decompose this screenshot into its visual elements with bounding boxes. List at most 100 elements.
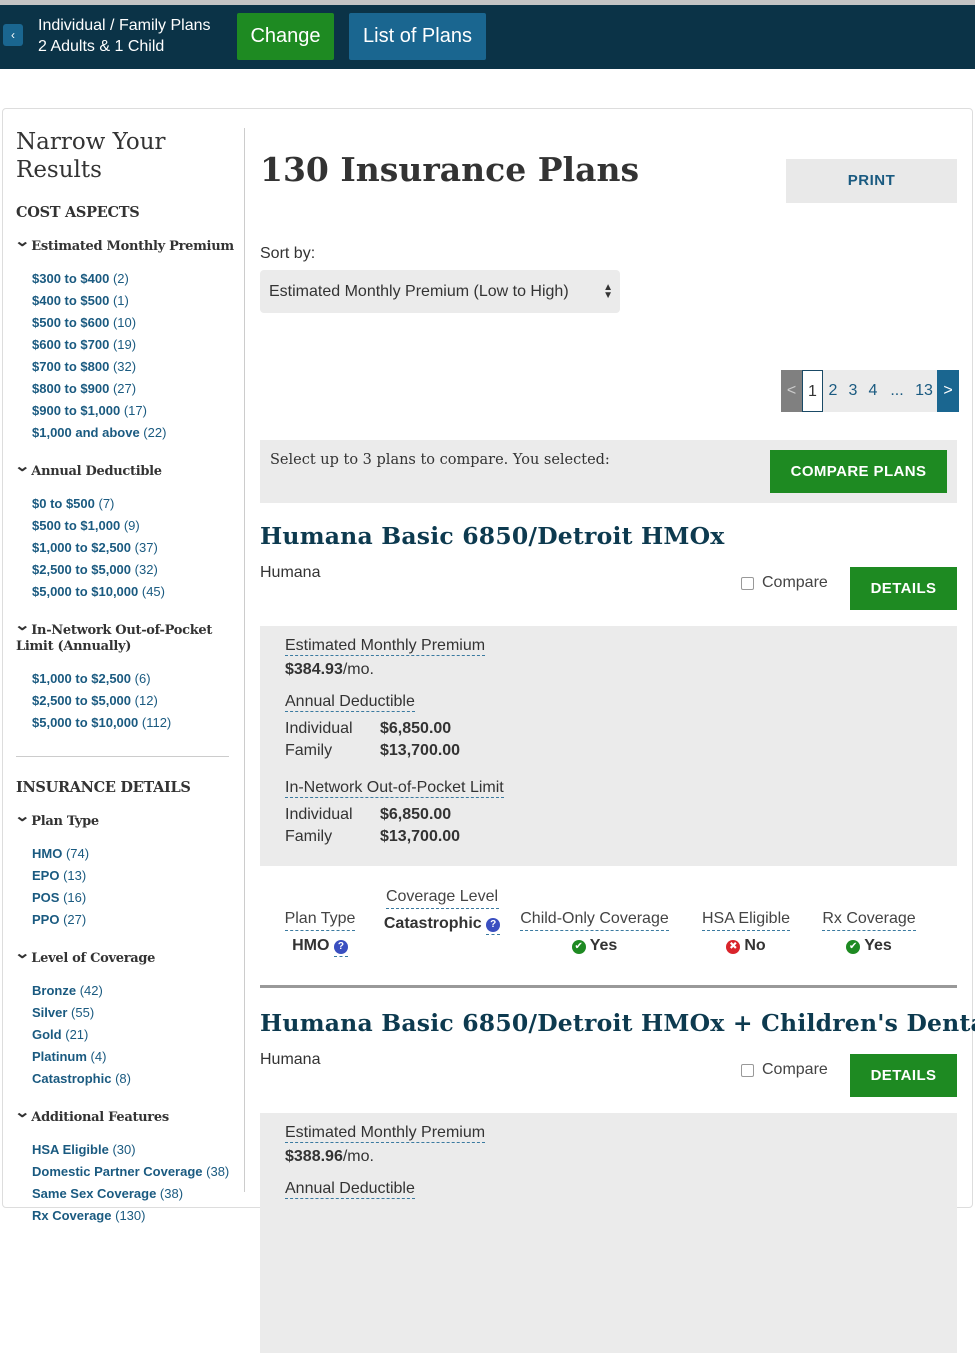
filter-option-label[interactable]: $300 to $400 xyxy=(32,271,110,286)
list-of-plans-button[interactable]: List of Plans xyxy=(349,13,486,60)
premium-label[interactable]: Estimated Monthly Premium xyxy=(285,1124,486,1143)
page-13[interactable]: 13 xyxy=(915,382,933,399)
filter-option-label[interactable]: $900 to $1,000 xyxy=(32,403,121,418)
filter-option[interactable]: $1,000 and above (22) xyxy=(32,422,244,444)
filter-option-label[interactable]: $1,000 to $2,500 xyxy=(32,540,132,555)
next-page-button[interactable]: > xyxy=(937,370,959,412)
filter-option-label[interactable]: Gold xyxy=(32,1027,62,1042)
filter-option[interactable]: $500 to $1,000 (9) xyxy=(32,515,244,537)
filter-option[interactable]: Same Sex Coverage (38) xyxy=(32,1183,244,1205)
page-1[interactable]: 1 xyxy=(802,370,823,412)
filter-option[interactable]: PPO (27) xyxy=(32,909,244,931)
filter-option[interactable]: $2,500 to $5,000 (32) xyxy=(32,559,244,581)
filter-option-label[interactable]: Silver xyxy=(32,1005,68,1020)
filter-option[interactable]: POS (16) xyxy=(32,887,244,909)
checkbox-icon[interactable] xyxy=(741,576,754,590)
filter-group-toggle[interactable]: ⌄Plan Type xyxy=(14,808,244,830)
filter-option-label[interactable]: $1,000 and above xyxy=(32,425,140,440)
compare-checkbox[interactable]: Compare xyxy=(741,574,828,592)
filter-option[interactable]: $1,000 to $2,500 (37) xyxy=(32,537,244,559)
compare-bar: Select up to 3 plans to compare. You sel… xyxy=(260,440,957,503)
filter-option-label[interactable]: HMO xyxy=(32,846,63,861)
filter-group-toggle[interactable]: ⌄Additional Features xyxy=(14,1104,244,1126)
filter-option[interactable]: $5,000 to $10,000 (45) xyxy=(32,581,244,603)
filter-option[interactable]: Silver (55) xyxy=(32,1002,244,1024)
filter-option[interactable]: HMO (74) xyxy=(32,843,244,865)
filter-option-label[interactable]: POS xyxy=(32,890,60,905)
page-4[interactable]: 4 xyxy=(868,382,878,399)
filter-option-label[interactable]: PPO xyxy=(32,912,60,927)
filter-option-label[interactable]: Catastrophic xyxy=(32,1071,112,1086)
filter-option-label[interactable]: $2,500 to $5,000 xyxy=(32,693,132,708)
filter-option[interactable]: $2,500 to $5,000 (12) xyxy=(32,690,244,712)
filter-group-toggle[interactable]: ⌄Level of Coverage xyxy=(14,945,244,967)
plan-name[interactable]: Humana Basic 6850/Detroit HMOx xyxy=(260,522,725,550)
filter-option[interactable]: $600 to $700 (19) xyxy=(32,334,244,356)
coverage-level-label[interactable]: Coverage Level xyxy=(385,886,499,909)
filter-option-label[interactable]: $2,500 to $5,000 xyxy=(32,562,132,577)
filter-group-toggle[interactable]: ⌄In-Network Out-of-Pocket Limit (Annuall… xyxy=(14,617,244,655)
filter-option[interactable]: Catastrophic (8) xyxy=(32,1068,244,1090)
rx-label[interactable]: Rx Coverage xyxy=(822,908,916,931)
filter-option[interactable]: $900 to $1,000 (17) xyxy=(32,400,244,422)
filter-option-label[interactable]: Rx Coverage xyxy=(32,1208,112,1223)
change-button[interactable]: Change xyxy=(237,13,334,60)
filter-option-label[interactable]: Domestic Partner Coverage xyxy=(32,1164,203,1179)
filter-option[interactable]: EPO (13) xyxy=(32,865,244,887)
filter-option[interactable]: $400 to $500 (1) xyxy=(32,290,244,312)
details-button[interactable]: DETAILS xyxy=(850,1054,957,1097)
filter-option[interactable]: HSA Eligible (30) xyxy=(32,1139,244,1161)
print-button[interactable]: PRINT xyxy=(786,159,957,203)
filter-option[interactable]: $700 to $800 (32) xyxy=(32,356,244,378)
filter-option[interactable]: $300 to $400 (2) xyxy=(32,268,244,290)
filter-option-label[interactable]: Bronze xyxy=(32,983,77,998)
filter-option[interactable]: Platinum (4) xyxy=(32,1046,244,1068)
filter-option[interactable]: $5,000 to $10,000 (112) xyxy=(32,712,244,734)
filter-option[interactable]: $0 to $500 (7) xyxy=(32,493,244,515)
page-3[interactable]: 3 xyxy=(848,382,858,399)
child-only-label[interactable]: Child-Only Coverage xyxy=(520,908,669,931)
checkbox-icon[interactable] xyxy=(741,1063,754,1077)
filter-option-label[interactable]: $500 to $1,000 xyxy=(32,518,121,533)
filter-option[interactable]: Gold (21) xyxy=(32,1024,244,1046)
details-button[interactable]: DETAILS xyxy=(850,567,957,610)
filter-option-label[interactable]: EPO xyxy=(32,868,60,883)
filter-option[interactable]: $800 to $900 (27) xyxy=(32,378,244,400)
premium-label[interactable]: Estimated Monthly Premium xyxy=(285,637,486,656)
filter-option-label[interactable]: $0 to $500 xyxy=(32,496,95,511)
filter-option[interactable]: Bronze (42) xyxy=(32,980,244,1002)
filter-option-label[interactable]: HSA Eligible xyxy=(32,1142,109,1157)
premium-amount: $388.96 xyxy=(285,1148,343,1165)
check-circle-icon: ✔ xyxy=(846,940,861,954)
filter-group-toggle[interactable]: ⌄Estimated Monthly Premium xyxy=(14,233,244,255)
filter-option-label[interactable]: $5,000 to $10,000 xyxy=(32,584,139,599)
plan-type-label[interactable]: Plan Type xyxy=(284,908,356,931)
filter-option-label[interactable]: $600 to $700 xyxy=(32,337,110,352)
oop-label[interactable]: In-Network Out-of-Pocket Limit xyxy=(285,779,504,798)
filter-option-label[interactable]: $400 to $500 xyxy=(32,293,110,308)
filter-option-label[interactable]: $800 to $900 xyxy=(32,381,110,396)
help-icon[interactable]: ? xyxy=(333,940,348,954)
filter-option[interactable]: $1,000 to $2,500 (6) xyxy=(32,668,244,690)
sort-select[interactable]: Estimated Monthly Premium (Low to High) … xyxy=(260,270,620,313)
deductible-label[interactable]: Annual Deductible xyxy=(285,1180,415,1199)
filter-group-toggle[interactable]: ⌄Annual Deductible xyxy=(14,458,244,480)
filter-option-label[interactable]: $700 to $800 xyxy=(32,359,110,374)
help-icon[interactable]: ? xyxy=(486,918,501,932)
hsa-label[interactable]: HSA Eligible xyxy=(701,908,791,931)
filter-option[interactable]: $500 to $600 (10) xyxy=(32,312,244,334)
filter-option-label[interactable]: $5,000 to $10,000 xyxy=(32,715,139,730)
filter-option-label[interactable]: Same Sex Coverage xyxy=(32,1186,157,1201)
plan-name[interactable]: Humana Basic 6850/Detroit HMOx + Childre… xyxy=(260,1009,975,1037)
back-button[interactable]: ‹ xyxy=(3,24,23,46)
page-2[interactable]: 2 xyxy=(828,382,838,399)
filter-option[interactable]: Rx Coverage (130) xyxy=(32,1205,244,1227)
compare-checkbox[interactable]: Compare xyxy=(741,1061,828,1079)
prev-page-button[interactable]: < xyxy=(781,370,802,412)
compare-plans-button[interactable]: COMPARE PLANS xyxy=(770,450,947,493)
filter-option-label[interactable]: $500 to $600 xyxy=(32,315,110,330)
filter-option-label[interactable]: Platinum xyxy=(32,1049,87,1064)
filter-option[interactable]: Domestic Partner Coverage (38) xyxy=(32,1161,244,1183)
deductible-label[interactable]: Annual Deductible xyxy=(285,693,415,712)
filter-option-label[interactable]: $1,000 to $2,500 xyxy=(32,671,132,686)
